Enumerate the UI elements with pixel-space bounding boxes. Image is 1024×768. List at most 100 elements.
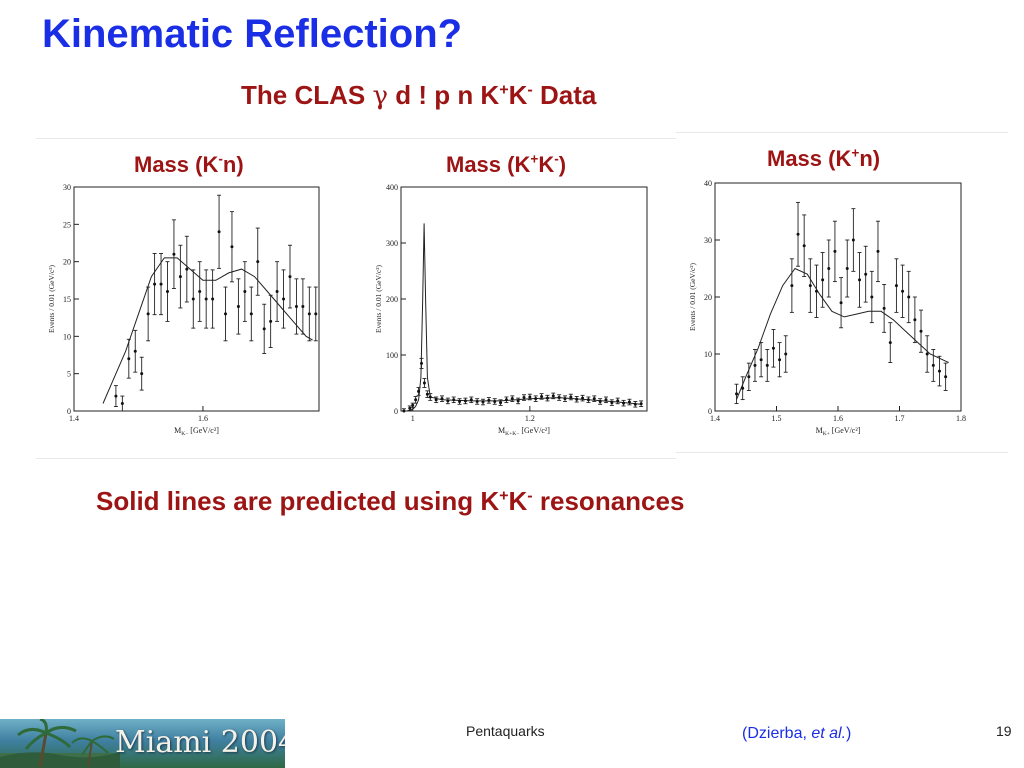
y-tick-label: 10	[704, 350, 712, 359]
data-point	[821, 278, 825, 282]
data-point	[307, 312, 311, 316]
credit-text: )	[846, 725, 852, 742]
y-tick-label: 20	[704, 293, 712, 302]
y-tick-label: 400	[386, 183, 398, 192]
caption-sup-minus: -	[527, 486, 533, 505]
separator-line	[676, 132, 1008, 133]
slide-title: Kinematic Reflection?	[42, 12, 463, 56]
data-point	[269, 319, 273, 323]
y-tick-label: 30	[704, 236, 712, 245]
data-point	[747, 375, 751, 379]
data-point	[919, 329, 923, 333]
x-tick-label: 1.8	[956, 414, 966, 423]
data-point	[765, 363, 769, 367]
data-point	[127, 357, 131, 361]
data-point	[420, 361, 423, 365]
data-point	[172, 252, 176, 256]
data-point	[294, 304, 298, 308]
palm-tree-icon	[0, 719, 120, 768]
data-point	[901, 289, 905, 293]
data-point	[288, 275, 292, 279]
data-point	[528, 395, 532, 399]
data-point	[581, 396, 585, 400]
data-point	[894, 284, 898, 288]
y-tick-label: 100	[386, 351, 398, 360]
y-tick-label: 30	[63, 183, 71, 192]
data-point	[784, 352, 788, 356]
panel-label-k-plus-k-minus: Mass (K+K-)	[446, 150, 594, 180]
separator-line	[36, 458, 676, 459]
prediction-curve	[406, 223, 642, 412]
data-point	[534, 397, 538, 401]
subtitle-k: K	[508, 80, 528, 110]
data-point	[428, 395, 432, 399]
y-tick-label: 10	[63, 332, 71, 341]
y-axis-label: Events / 0.01 (GeV/c²)	[688, 262, 697, 331]
data-point	[882, 306, 886, 310]
data-point	[504, 398, 508, 402]
data-point	[236, 304, 240, 308]
label-text: n)	[222, 152, 244, 177]
data-point	[434, 398, 438, 402]
x-axis-label: MK+ [GeV/c²]	[816, 426, 861, 437]
data-point	[185, 267, 189, 271]
data-point	[499, 401, 503, 405]
data-point	[864, 272, 868, 276]
data-point	[262, 327, 266, 331]
gamma-symbol: γ	[372, 81, 388, 111]
data-point	[493, 399, 497, 403]
data-point	[275, 290, 279, 294]
label-text: n)	[859, 146, 881, 171]
data-point	[458, 399, 462, 403]
data-point	[771, 346, 775, 350]
data-point	[133, 349, 137, 353]
subtitle-suffix: Data	[532, 80, 597, 110]
y-tick-label: 300	[386, 239, 398, 248]
data-point	[414, 398, 418, 402]
x-tick-label: 1.4	[710, 414, 720, 423]
data-point	[808, 284, 812, 288]
label-sup: -	[218, 151, 223, 167]
plot-frame	[400, 186, 648, 412]
x-tick-label: 1.2	[525, 414, 535, 423]
x-tick-label: 1	[411, 414, 415, 423]
data-point	[146, 312, 150, 316]
data-point	[931, 363, 935, 367]
data-point	[140, 372, 144, 376]
data-point	[282, 297, 286, 301]
y-axis-label: Events / 0.01 (GeV/c²)	[47, 264, 56, 333]
y-axis-label: Events / 0.01 (GeV/c²)	[374, 264, 383, 333]
data-point	[604, 398, 608, 402]
data-point	[463, 399, 467, 403]
logo-text: Miami 2004	[115, 725, 285, 760]
label-text: )	[558, 152, 567, 177]
data-point	[198, 290, 202, 294]
data-point	[411, 403, 415, 407]
data-point	[452, 398, 456, 402]
data-point	[243, 290, 247, 294]
data-point	[759, 358, 763, 362]
data-point	[469, 398, 473, 402]
prediction-curve	[102, 257, 313, 404]
y-tick-label: 0	[67, 407, 71, 416]
data-point	[301, 304, 305, 308]
caption-k: K	[508, 486, 528, 516]
data-point	[796, 232, 800, 236]
x-tick-label: 1.5	[772, 414, 782, 423]
prediction-curve	[736, 267, 949, 400]
data-point	[159, 282, 163, 286]
conference-logo: Miami 2004	[0, 719, 285, 768]
data-point	[944, 375, 948, 379]
data-point	[446, 399, 450, 403]
data-point	[475, 399, 479, 403]
data-point	[907, 295, 911, 299]
data-point	[627, 400, 631, 404]
panel-label-k-minus-n: Mass (K-n)	[134, 152, 244, 178]
y-tick-label: 40	[704, 179, 712, 188]
data-point	[178, 275, 182, 279]
label-text: Mass (K	[134, 152, 219, 177]
y-tick-label: 25	[63, 220, 71, 229]
label-sup: +	[851, 145, 860, 161]
caption-suffix: resonances	[532, 486, 685, 516]
label-text: K	[538, 152, 555, 177]
